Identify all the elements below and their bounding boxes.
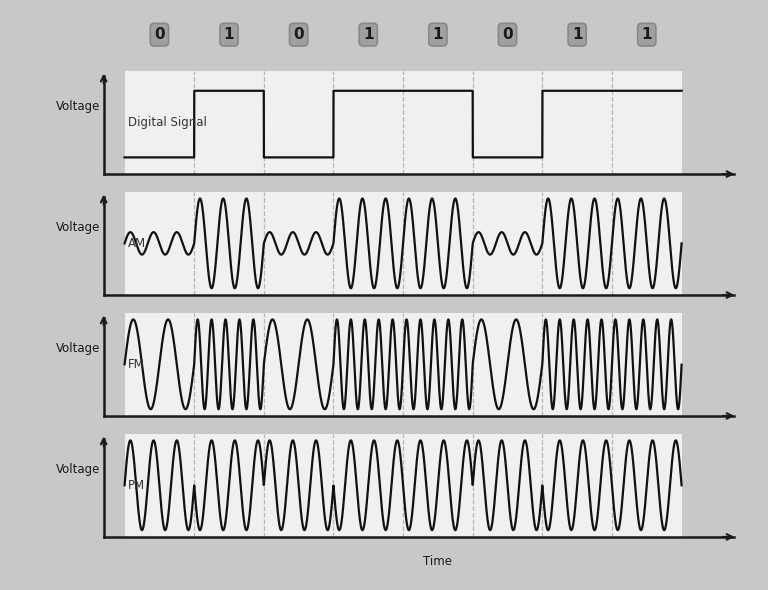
- Bar: [124, 71, 681, 174]
- Text: 1: 1: [432, 27, 443, 42]
- Text: 1: 1: [363, 27, 373, 42]
- Text: 0: 0: [293, 27, 304, 42]
- Text: Digital Signal: Digital Signal: [128, 116, 207, 129]
- Text: 0: 0: [154, 27, 164, 42]
- Text: Voltage: Voltage: [56, 100, 100, 113]
- Text: 1: 1: [641, 27, 652, 42]
- Text: PM: PM: [128, 478, 145, 492]
- Text: Time: Time: [423, 192, 452, 206]
- Text: Time: Time: [423, 555, 452, 569]
- Text: 1: 1: [572, 27, 582, 42]
- Text: Voltage: Voltage: [56, 221, 100, 234]
- Bar: [124, 313, 681, 416]
- Text: Voltage: Voltage: [56, 342, 100, 355]
- Text: 1: 1: [223, 27, 234, 42]
- Bar: [124, 434, 681, 537]
- Bar: [124, 192, 681, 295]
- Text: Voltage: Voltage: [56, 463, 100, 476]
- Text: 0: 0: [502, 27, 513, 42]
- Text: Time: Time: [423, 434, 452, 448]
- Text: AM: AM: [128, 237, 146, 250]
- Text: Time: Time: [423, 314, 452, 327]
- Text: FM: FM: [128, 358, 145, 371]
